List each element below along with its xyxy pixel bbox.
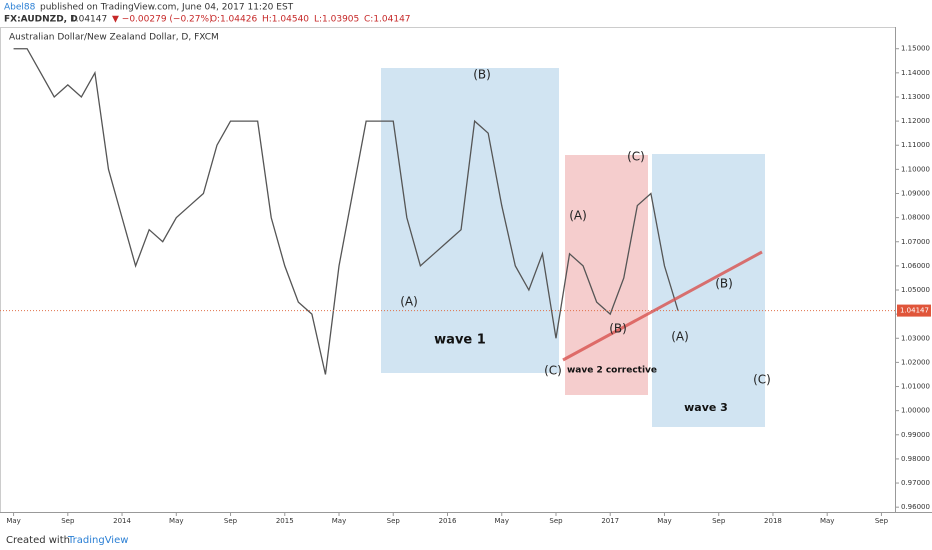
annotation: (B) (609, 322, 627, 336)
low: L:1.03905 (314, 15, 359, 25)
annotation: (A) (569, 209, 587, 223)
x-tick-label: Sep (875, 517, 889, 525)
x-tick-label: 2017 (601, 517, 619, 525)
last-price-box (897, 304, 931, 317)
y-tick-label: 0.99000 (901, 431, 930, 439)
change: ▼ −0.00279 (−0.27%) (112, 15, 213, 25)
y-tick-label: 1.00000 (901, 407, 930, 415)
x-tick-label: Sep (549, 517, 563, 525)
annotation: (B) (715, 277, 733, 291)
last-price: 1.04147 (70, 15, 107, 25)
x-tick-label: 2016 (439, 517, 457, 525)
price-line (13, 48, 679, 375)
x-tick-label: Sep (224, 517, 238, 525)
x-tick-label: Sep (61, 517, 75, 525)
footer-brand[interactable]: TradingView (67, 535, 128, 546)
y-tick-label: 0.97000 (901, 479, 930, 487)
wave-2-box (565, 155, 648, 395)
last-price-label: 1.04147 (900, 307, 929, 315)
y-tick-label: 1.13000 (901, 93, 930, 101)
annotation: (A) (400, 295, 418, 309)
trend-line (562, 250, 763, 362)
symbol: FX:AUDNZD, D (4, 15, 78, 25)
chart-title: Australian Dollar/New Zealand Dollar, D,… (9, 33, 219, 43)
y-tick-label: 1.15000 (901, 45, 930, 53)
wave-3-box (652, 154, 765, 427)
y-tick-label: 1.03000 (901, 334, 930, 342)
annotation: (C) (753, 373, 771, 387)
annotation: (A) (671, 330, 689, 344)
y-tick-label: 1.09000 (901, 189, 930, 197)
annotation: wave 2 corrective (567, 366, 657, 376)
y-tick-label: 1.01000 (901, 383, 930, 391)
y-tick-label: 0.98000 (901, 455, 930, 463)
y-tick-label: 1.11000 (901, 141, 930, 149)
annotation: (B) (473, 68, 491, 82)
y-tick-label: 1.05000 (901, 286, 930, 294)
x-tick-label: Sep (387, 517, 401, 525)
x-tick-label: May (332, 517, 346, 525)
annotation: (C) (544, 364, 562, 378)
annotation: wave 1 (434, 333, 486, 348)
x-tick-label: May (657, 517, 671, 525)
x-tick-label: 2014 (113, 517, 131, 525)
annotation: (C) (627, 150, 645, 164)
x-tick-label: 2015 (276, 517, 294, 525)
y-tick-label: 1.06000 (901, 262, 930, 270)
y-tick-label: 1.08000 (901, 214, 930, 222)
y-tick-label: 1.07000 (901, 238, 930, 246)
y-tick-label: 1.12000 (901, 117, 930, 125)
open: O:1.04426 (210, 15, 257, 25)
x-tick-label: Sep (712, 517, 726, 525)
close: C:1.04147 (364, 15, 411, 25)
y-tick-label: 1.10000 (901, 165, 930, 173)
x-tick-label: May (495, 517, 509, 525)
x-tick-label: May (820, 517, 834, 525)
wave-1-box (381, 68, 559, 373)
high: H:1.04540 (262, 15, 309, 25)
author[interactable]: Abel88 (4, 3, 36, 13)
annotation: wave 3 (684, 401, 728, 414)
published: published on TradingView.com, June 04, 2… (40, 3, 294, 13)
y-tick-label: 0.96000 (901, 503, 930, 511)
footer-text: Created with (6, 535, 70, 546)
y-tick-label: 1.14000 (901, 69, 930, 77)
x-tick-label: May (169, 517, 183, 525)
x-tick-label: 2018 (764, 517, 782, 525)
x-tick-label: May (6, 517, 20, 525)
y-tick-label: 1.02000 (901, 358, 930, 366)
